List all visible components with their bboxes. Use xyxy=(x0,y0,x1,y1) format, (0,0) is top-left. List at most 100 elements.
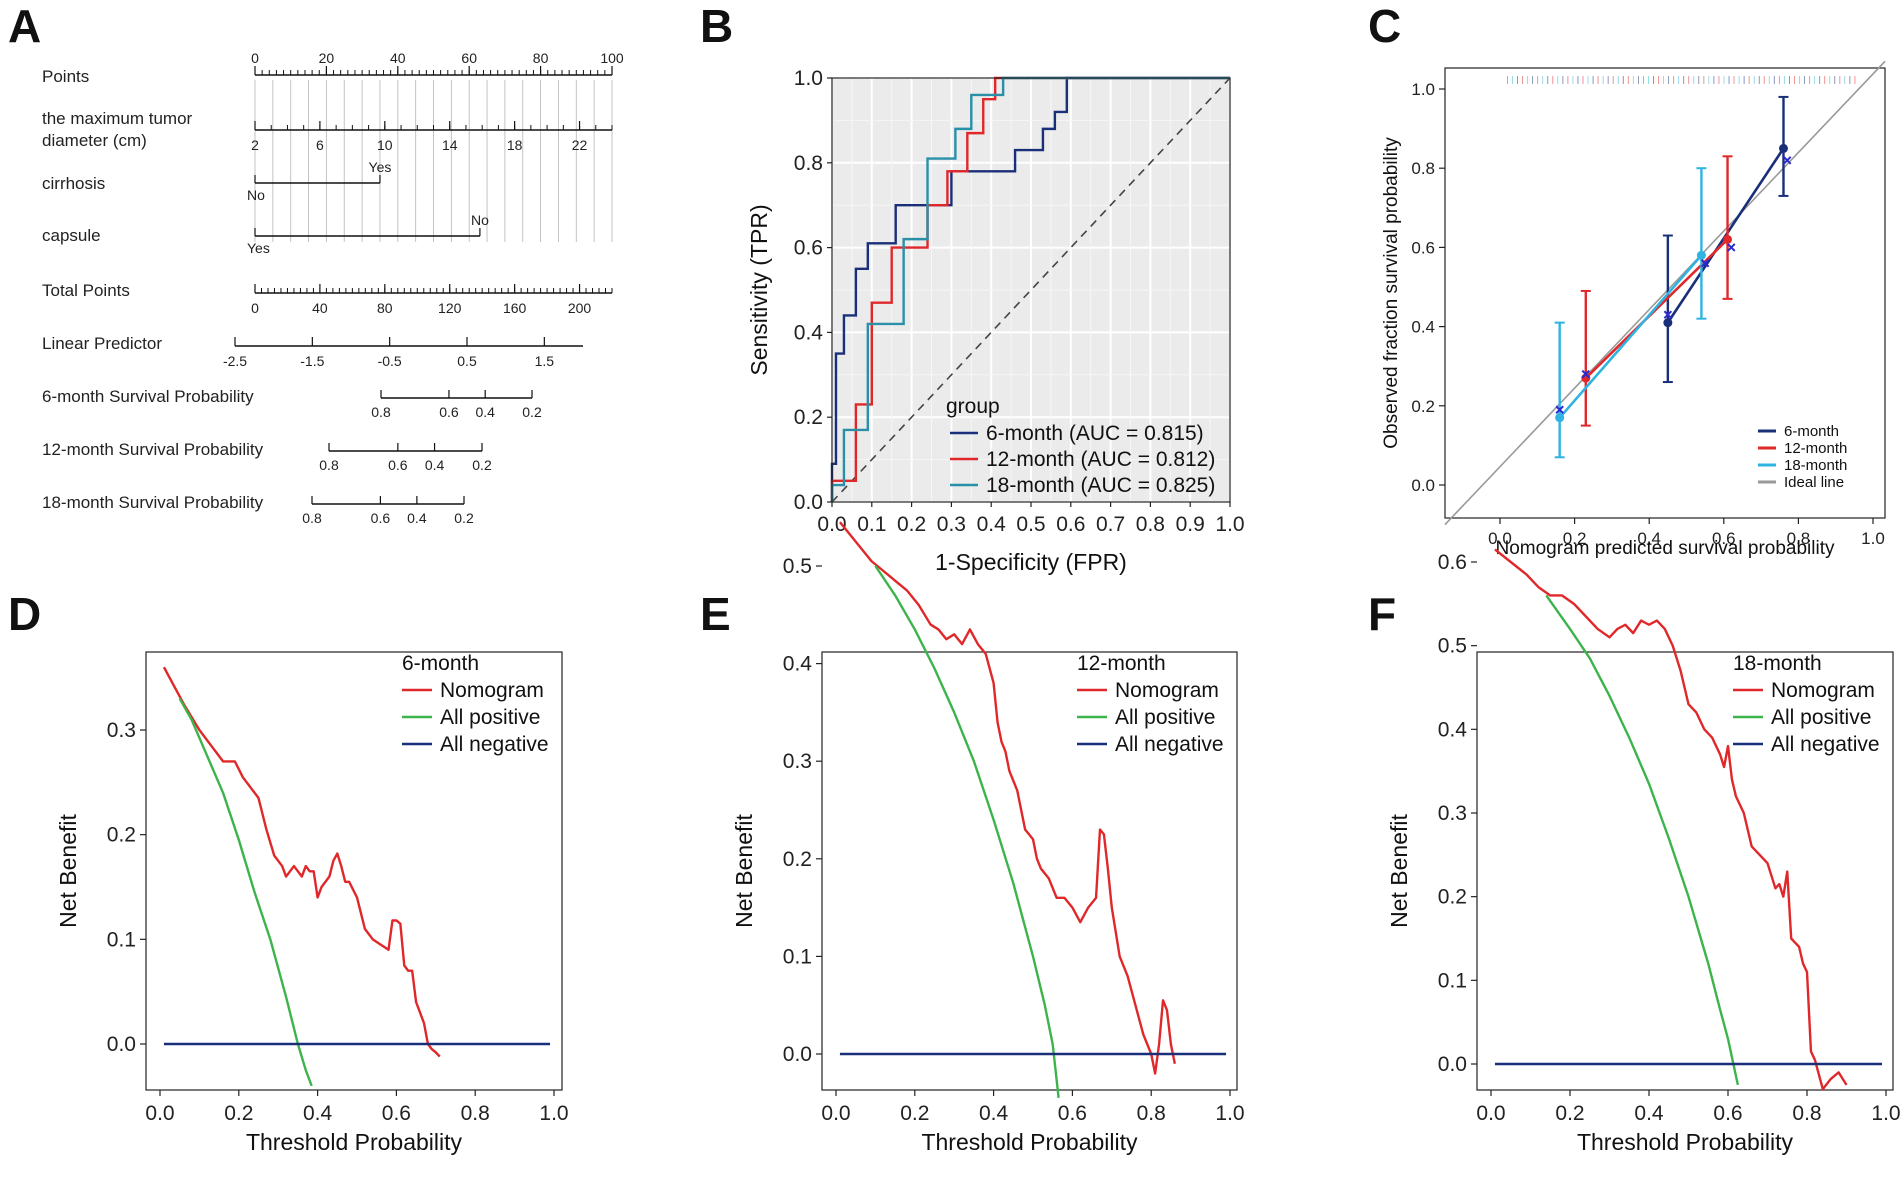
net-benefit-curve-1 xyxy=(1545,594,1740,1086)
legend-label: 12-month xyxy=(1784,440,1847,457)
x-tick-label: 0.9 xyxy=(1176,513,1205,536)
nomogram-tick-label: 0.2 xyxy=(522,404,542,420)
calibration-point xyxy=(1696,250,1706,260)
nomogram-row-label: Linear Predictor xyxy=(42,334,162,353)
legend-label: Nomogram xyxy=(1115,679,1219,702)
nomogram-row-label: Total Points xyxy=(42,281,130,300)
y-tick-label: 0.4 xyxy=(1438,718,1468,741)
y-tick-label: 0.1 xyxy=(783,945,812,968)
nomogram-tick-label: 40 xyxy=(390,50,406,66)
y-tick-label: 0.2 xyxy=(1411,397,1435,416)
y-tick-label: 0.2 xyxy=(107,824,136,847)
nomogram-tick-label: 6 xyxy=(316,137,324,153)
y-tick-label: 0.1 xyxy=(1438,969,1467,992)
panel-letter-c: C xyxy=(1368,0,1401,52)
nomogram-tick-label: 0.8 xyxy=(302,510,322,526)
x-tick-label: 1.0 xyxy=(1861,529,1885,548)
nomogram-tick-label: 40 xyxy=(312,300,328,316)
nomogram-tick-label: 14 xyxy=(442,137,458,153)
legend-title: group xyxy=(946,395,1000,418)
nomogram-tick-label: 200 xyxy=(568,300,592,316)
legend-title: 12-month xyxy=(1077,652,1166,675)
calibration-point xyxy=(1663,318,1673,328)
y-tick-label: 0.0 xyxy=(794,491,823,514)
y-tick-label: 0.2 xyxy=(794,406,823,429)
x-tick-label: 0.3 xyxy=(937,513,966,536)
nomogram-category-label: Yes xyxy=(247,240,270,256)
plot-frame xyxy=(1476,651,1894,1091)
y-axis-title: Sensitivity (TPR) xyxy=(746,204,772,375)
y-tick-label: 0.5 xyxy=(1438,635,1467,658)
nomogram-tick-label: 20 xyxy=(319,50,335,66)
y-tick-label: 1.0 xyxy=(794,67,823,90)
x-tick-label: 0.5 xyxy=(1016,513,1045,536)
x-tick-label: 1.0 xyxy=(1871,1102,1900,1125)
y-tick-label: 0.0 xyxy=(783,1043,812,1066)
predicted-marker xyxy=(1783,156,1792,165)
x-tick-label: 1.0 xyxy=(1215,1102,1244,1125)
y-tick-label: 0.8 xyxy=(794,152,823,175)
roc-chart: 0.0 0.1 0.2 0.3 0.4 0.5 0.6 0.7 0.8 0.9 1.0 0.0 0.2 0… xyxy=(746,67,1245,575)
x-tick-label: 0.2 xyxy=(900,1102,929,1125)
nomogram-tick-label: 0.2 xyxy=(472,457,492,473)
x-tick-label: 0.4 xyxy=(1637,529,1661,548)
x-tick-label: 0.0 xyxy=(821,1102,850,1125)
nomogram-row-label: the maximum tumor xyxy=(42,109,193,128)
nomogram-tick-label: 22 xyxy=(572,137,588,153)
y-tick-label: 0.1 xyxy=(107,928,136,951)
legend-label: All negative xyxy=(1115,733,1224,756)
x-axis-title: Threshold Probability xyxy=(1577,1129,1794,1155)
legend-label: All negative xyxy=(1771,733,1880,756)
nomogram-tick-label: -2.5 xyxy=(223,353,247,369)
x-tick-label: 0.0 xyxy=(145,1102,174,1125)
legend-label: 6-month (AUC = 0.815) xyxy=(986,422,1204,445)
legend-label: 6-month xyxy=(1784,423,1839,440)
nomogram-tick-label: 0.4 xyxy=(475,404,495,420)
nomogram-tick-label: -1.5 xyxy=(300,353,324,369)
nomogram-tick-label: 100 xyxy=(600,50,624,66)
nomogram-tick-label: 2 xyxy=(251,137,259,153)
y-tick-label: 0.6 xyxy=(1411,238,1435,257)
x-tick-label: 0.8 xyxy=(1787,529,1811,548)
calibration-line-2 xyxy=(1558,254,1703,419)
nomogram-tick-label: 18 xyxy=(507,137,523,153)
y-tick-label: 0.4 xyxy=(1411,318,1435,337)
x-tick-label: 0.6 xyxy=(1712,529,1736,548)
nomogram-row-label: diameter (cm) xyxy=(42,131,147,150)
nomogram-tick-label: 0.2 xyxy=(454,510,474,526)
nomogram-row-label: cirrhosis xyxy=(42,174,105,193)
nomogram-tick-label: 0.6 xyxy=(371,510,391,526)
net-benefit-curve-1 xyxy=(874,565,1060,1099)
x-tick-label: 0.4 xyxy=(979,1102,1009,1125)
panel-letter-d: D xyxy=(8,588,41,640)
nomogram-tick-label: 0.8 xyxy=(371,404,391,420)
legend-label: All negative xyxy=(440,733,549,756)
x-tick-label: 0.8 xyxy=(1792,1102,1821,1125)
x-tick-label: 1.0 xyxy=(1215,513,1244,536)
x-tick-label: 0.6 xyxy=(1713,1102,1742,1125)
y-axis-title: Observed fraction survival probability xyxy=(1381,137,1402,449)
y-axis-title: Net Benefit xyxy=(55,814,81,928)
x-tick-label: 0.6 xyxy=(1056,513,1085,536)
x-axis-title: Threshold Probability xyxy=(921,1129,1138,1155)
roc-curve-0 xyxy=(830,76,1230,502)
nomogram-tick-label: 120 xyxy=(438,300,462,316)
nomogram-tick-label: 160 xyxy=(503,300,527,316)
x-tick-label: 0.6 xyxy=(1058,1102,1087,1125)
y-tick-label: 0.3 xyxy=(783,750,812,773)
x-tick-label: 0.8 xyxy=(1137,1102,1166,1125)
nomogram-category-label: No xyxy=(471,212,489,228)
nomogram-tick-label: 0.6 xyxy=(439,404,459,420)
legend-label: Nomogram xyxy=(440,679,544,702)
y-tick-label: 0.6 xyxy=(1438,551,1467,574)
x-axis-title: 1-Specificity (FPR) xyxy=(935,549,1127,575)
plot-frame xyxy=(1444,67,1886,519)
y-tick-label: 0.8 xyxy=(1411,159,1435,178)
legend-title: 6-month xyxy=(402,652,479,675)
y-tick-label: 0.6 xyxy=(794,237,823,260)
decision-curve-12-month: 0.0 0.2 0.4 0.6 0.8 1.0 0.0 0.1 0.2 0.3 0.4 0.5 Thre… xyxy=(731,521,1245,1155)
nomogram-tick-label: -0.5 xyxy=(378,353,402,369)
legend-label: All positive xyxy=(440,706,540,729)
decision-curve-18-month: 0.0 0.2 0.4 0.6 0.8 1.0 0.0 0.1 0.2 0.3 0.4 0.5 0.6 T… xyxy=(1386,548,1901,1155)
